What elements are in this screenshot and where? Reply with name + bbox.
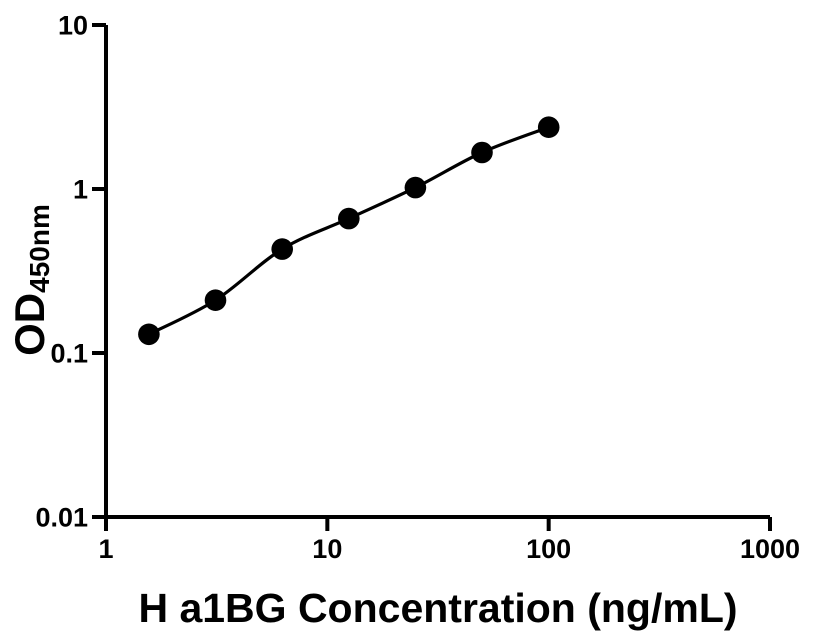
y-axis-title-subscript: 450nm xyxy=(24,204,55,293)
data-point-marker xyxy=(537,116,560,138)
y-axis-title-main: OD xyxy=(6,293,53,356)
x-axis-title: H a1BG Concentration (ng/mL) xyxy=(138,585,737,631)
chart-plot-area: 10 1 0.1 0.01 1 10 100 1000 xyxy=(35,11,800,565)
y-tick-label: 0.1 xyxy=(50,339,88,369)
x-tick-label: 1 xyxy=(98,534,113,564)
data-point-marker xyxy=(271,238,294,260)
x-tick-label: 100 xyxy=(526,534,571,564)
axes-spine xyxy=(104,25,770,519)
x-tick-label: 1000 xyxy=(740,534,800,564)
y-tick-label: 10 xyxy=(58,11,88,41)
y-tick-label: 0.01 xyxy=(35,503,88,533)
data-point-marker xyxy=(404,176,427,199)
data-point-marker xyxy=(338,207,360,230)
y-tick-label: 1 xyxy=(73,175,88,205)
y-axis-title: OD450nm xyxy=(6,204,55,356)
data-point-marker xyxy=(204,289,227,312)
data-point-marker xyxy=(138,323,160,346)
data-point-marker xyxy=(471,141,493,164)
x-tick-label: 10 xyxy=(312,534,342,564)
